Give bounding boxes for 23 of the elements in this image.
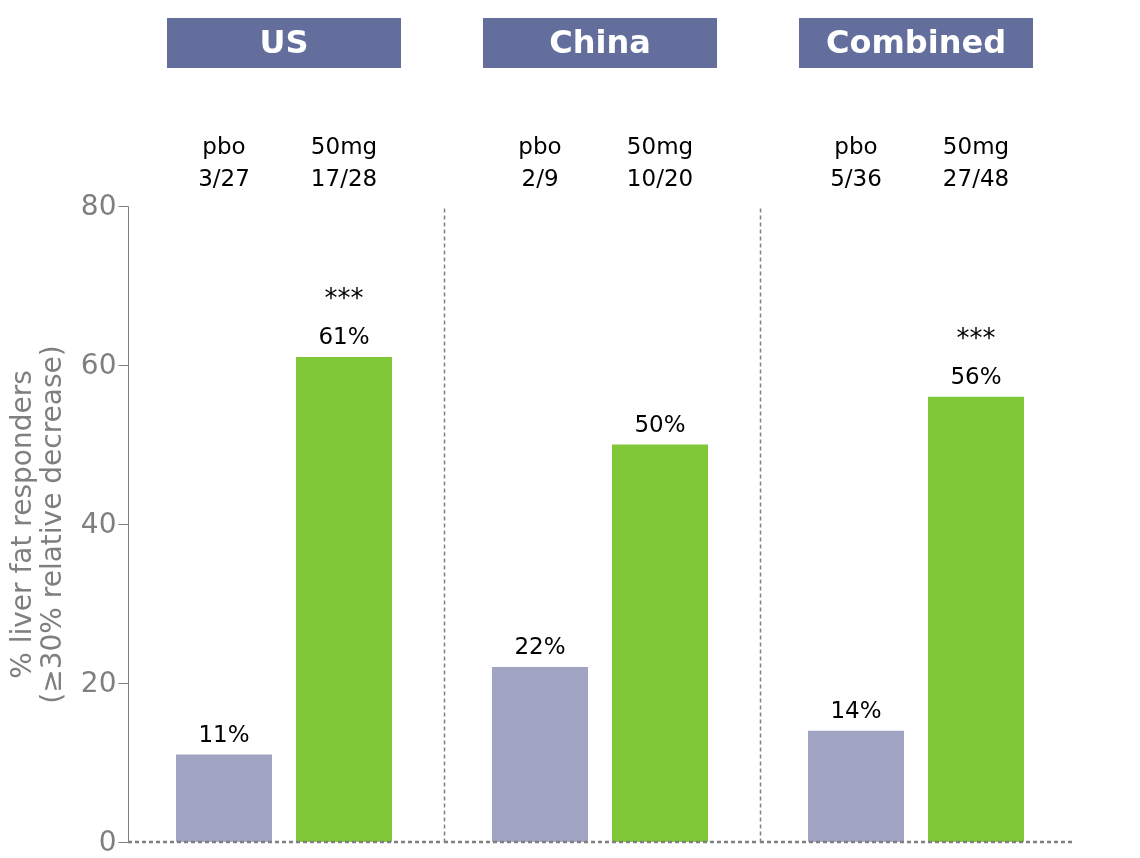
data-label: 50% <box>634 410 686 437</box>
chart-title: China <box>549 23 651 61</box>
x-tick-label: 50mg 27/48 <box>942 132 1010 191</box>
annotation: *** <box>324 283 364 314</box>
data-label: 61% <box>318 323 370 350</box>
x-tick-label: pbo 2/9 <box>518 132 562 191</box>
x-tick-label: 50mg 17/28 <box>310 132 378 191</box>
x-tick-label: pbo 3/27 <box>198 132 250 191</box>
y-tick-label: 40 <box>80 506 117 540</box>
data-label: 56% <box>950 362 1002 389</box>
y-tick-label: 20 <box>80 665 117 699</box>
data-label: 11% <box>198 720 250 747</box>
annotation: *** <box>956 322 996 353</box>
y-tick-label: 0 <box>98 824 117 858</box>
data-label: 14% <box>830 696 882 723</box>
data-label: 22% <box>514 633 566 660</box>
y-tick-label: 80 <box>80 188 117 222</box>
chart-title: Combined <box>825 23 1007 61</box>
y-tick-label: 60 <box>80 347 117 381</box>
x-tick-label: 50mg 10/20 <box>626 132 694 191</box>
chart-title: US <box>259 23 309 61</box>
y-axis-title: % liver fat responders (≥30% relative decrease) <box>4 345 68 704</box>
x-tick-label: pbo 5/36 <box>830 132 882 191</box>
